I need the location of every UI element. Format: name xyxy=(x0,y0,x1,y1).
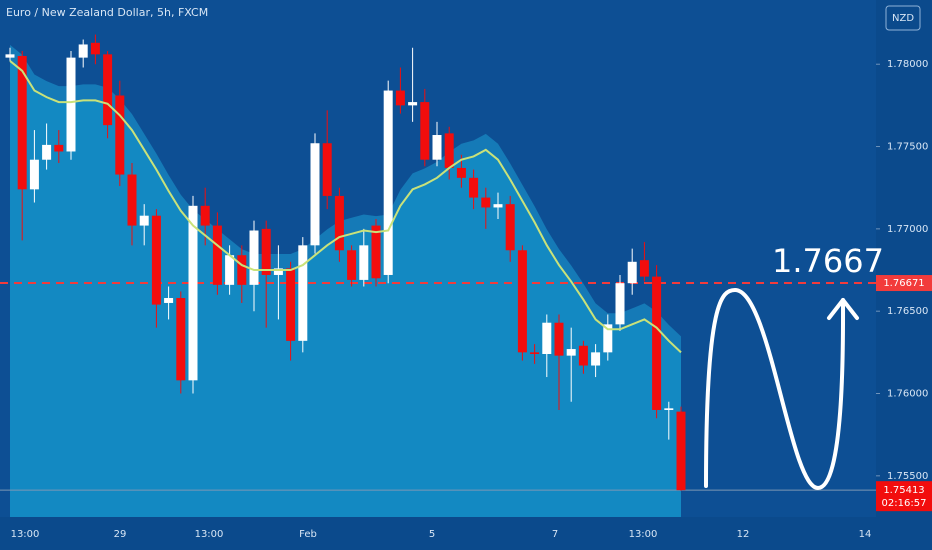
x-tick-label: 13:00 xyxy=(629,529,658,540)
candle-body xyxy=(530,352,540,354)
candle-body xyxy=(286,268,296,341)
x-tick-label: 13:00 xyxy=(11,529,40,540)
y-tick-label: 1.77500 xyxy=(887,142,928,153)
candle-body xyxy=(554,322,564,356)
candle-body xyxy=(408,102,418,106)
candle-body xyxy=(249,230,259,285)
candle-body xyxy=(639,260,649,277)
candle-body xyxy=(603,324,613,353)
candle-body xyxy=(371,225,381,279)
candle-body xyxy=(298,245,308,341)
x-tick-label: 7 xyxy=(552,529,558,540)
candle-body xyxy=(139,215,149,226)
candle-body xyxy=(383,90,393,275)
last-price-tag xyxy=(876,481,932,512)
candle-body xyxy=(225,255,235,285)
candle-body xyxy=(42,144,52,160)
candle-body xyxy=(273,268,283,275)
ma-area xyxy=(10,60,681,518)
candle-body xyxy=(334,195,344,251)
candle-body xyxy=(347,250,357,280)
x-tick-label: 12 xyxy=(737,529,750,540)
forecast-arrow-head xyxy=(827,298,859,320)
candle-body xyxy=(188,205,198,381)
x-tick-label: Feb xyxy=(299,529,317,540)
candle-body xyxy=(432,135,442,160)
candle-body xyxy=(66,57,76,152)
time-axis-panel xyxy=(0,517,932,550)
candle-body xyxy=(481,197,491,208)
countdown-label: 02:16:57 xyxy=(882,498,927,509)
candle-body xyxy=(237,255,247,285)
plot-area xyxy=(0,34,876,518)
forecast-curve xyxy=(704,287,846,491)
candle-body xyxy=(505,204,515,251)
candle-body xyxy=(103,54,113,126)
candle-body xyxy=(176,298,186,381)
candle-body xyxy=(395,90,405,106)
candle-body xyxy=(310,143,320,246)
candle-body xyxy=(456,167,466,178)
x-tick-label: 5 xyxy=(429,529,435,540)
y-tick-label: 1.75500 xyxy=(887,471,928,482)
candle-body xyxy=(54,144,64,152)
x-tick-label: 29 xyxy=(114,529,127,540)
candle-body xyxy=(200,205,210,226)
level-annotation: 1.7667 xyxy=(772,242,884,280)
candle-body xyxy=(17,55,27,190)
candle-body xyxy=(90,42,100,55)
candle-body xyxy=(566,349,576,356)
ma-line xyxy=(9,60,682,354)
candle-body xyxy=(652,276,662,410)
price-axis-panel xyxy=(876,0,932,550)
y-tick-label: 1.77000 xyxy=(887,224,928,235)
currency-box[interactable] xyxy=(885,5,921,31)
candle-body xyxy=(578,345,588,366)
currency-label[interactable]: NZD xyxy=(892,13,914,24)
candle-body xyxy=(517,250,527,353)
candle-body xyxy=(261,228,271,275)
candle-body xyxy=(115,95,125,175)
candle-body xyxy=(78,44,88,58)
candle-body xyxy=(322,143,332,196)
candle-body xyxy=(664,408,674,410)
x-tick-label: 13:00 xyxy=(195,529,224,540)
x-tick-label: 14 xyxy=(859,529,872,540)
candle-body xyxy=(444,133,454,168)
candle-body xyxy=(615,283,625,325)
candle-body xyxy=(5,54,15,58)
y-tick-label: 1.78000 xyxy=(887,59,928,70)
candle-body xyxy=(359,245,369,280)
last-price-label: 1.75413 xyxy=(883,485,924,496)
candle-body xyxy=(127,174,137,226)
candle-body xyxy=(151,215,161,305)
chart-title: Euro / New Zealand Dollar, 5h, FXCM xyxy=(6,6,208,19)
candle-body xyxy=(212,225,222,285)
candle-body xyxy=(469,177,479,198)
candle-body xyxy=(676,411,686,491)
candle-body xyxy=(591,352,601,366)
candle-body xyxy=(493,204,503,208)
level-tag xyxy=(876,275,932,292)
y-tick-label: 1.76000 xyxy=(887,389,928,400)
y-tick-label: 1.76500 xyxy=(887,306,928,317)
candle-body xyxy=(627,261,637,284)
candle-body xyxy=(164,298,174,303)
candle-body xyxy=(29,159,39,190)
candle-body xyxy=(542,322,552,354)
candle-body xyxy=(420,102,430,160)
level-tag-label: 1.76671 xyxy=(883,278,924,289)
